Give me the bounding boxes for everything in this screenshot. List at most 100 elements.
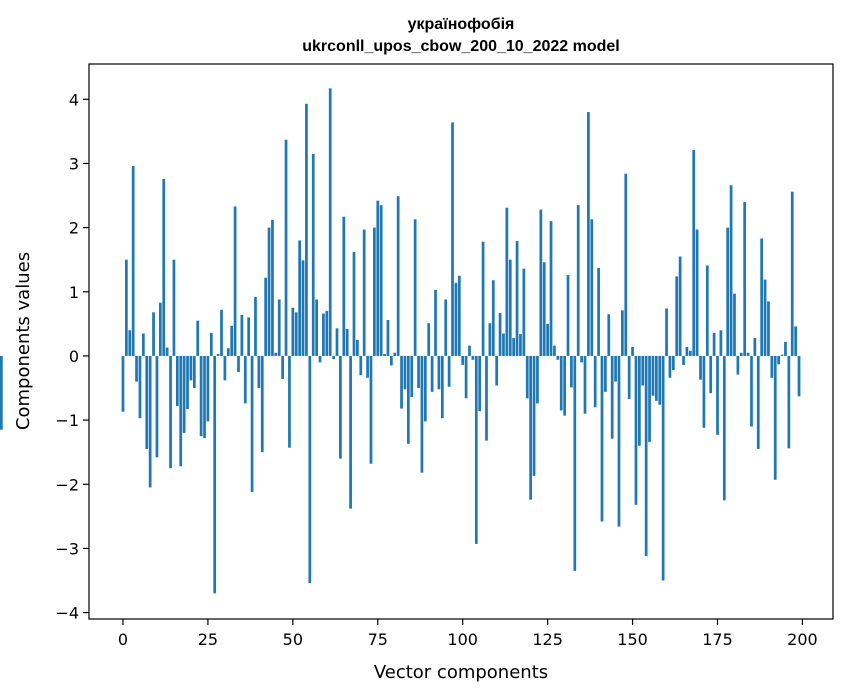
bar-82 bbox=[400, 355, 403, 409]
bar-164 bbox=[678, 256, 682, 356]
bar-153 bbox=[641, 355, 645, 386]
bar-83 bbox=[403, 355, 407, 390]
bar-57 bbox=[315, 299, 318, 356]
bar-145 bbox=[614, 355, 617, 382]
bar-9 bbox=[152, 312, 155, 356]
bar-52 bbox=[298, 240, 301, 356]
bar-89 bbox=[423, 355, 427, 422]
bar-16 bbox=[175, 355, 179, 406]
bar-192 bbox=[773, 355, 777, 480]
bar-23 bbox=[199, 355, 203, 437]
bar-162 bbox=[671, 355, 675, 371]
bar-116 bbox=[515, 241, 519, 356]
bar-43 bbox=[267, 227, 271, 356]
bar-4 bbox=[135, 355, 138, 382]
bar-56 bbox=[311, 153, 315, 356]
bar-151 bbox=[634, 355, 638, 505]
y-tick-label: 3 bbox=[69, 154, 79, 173]
bar-53 bbox=[301, 260, 305, 356]
bar-29 bbox=[220, 309, 223, 356]
bar-160 bbox=[665, 308, 668, 356]
bar-155 bbox=[648, 355, 651, 442]
bar-31 bbox=[226, 348, 230, 356]
bar-101 bbox=[464, 355, 468, 399]
bar-141 bbox=[600, 355, 604, 522]
bar-179 bbox=[729, 185, 733, 356]
bar-176 bbox=[719, 330, 723, 356]
bar-178 bbox=[726, 227, 730, 356]
bar-36 bbox=[243, 355, 247, 404]
x-tick-label: 25 bbox=[198, 630, 218, 649]
bar-24 bbox=[203, 355, 206, 439]
bar-187 bbox=[756, 355, 760, 449]
bar-175 bbox=[716, 355, 719, 435]
bar-146 bbox=[617, 355, 621, 527]
bar-0 bbox=[121, 355, 125, 412]
bar-21 bbox=[192, 355, 196, 389]
bar-15 bbox=[172, 259, 176, 356]
bar-1 bbox=[125, 259, 128, 356]
bar-98 bbox=[454, 282, 458, 356]
bar-105 bbox=[478, 355, 482, 412]
bar-19 bbox=[186, 355, 189, 410]
bar-177 bbox=[722, 355, 726, 501]
bar-136 bbox=[583, 355, 587, 414]
bar-135 bbox=[580, 355, 583, 363]
bar-195 bbox=[784, 341, 787, 356]
bar-154 bbox=[644, 355, 648, 557]
bar-87 bbox=[417, 355, 420, 389]
bar-60 bbox=[325, 311, 329, 356]
x-tick-label: 200 bbox=[787, 630, 818, 649]
bar-6 bbox=[142, 333, 145, 356]
bar-5 bbox=[138, 355, 142, 419]
bar-159 bbox=[661, 355, 665, 581]
bar-128 bbox=[556, 355, 560, 360]
bar-191 bbox=[770, 355, 774, 378]
bar-2 bbox=[128, 330, 132, 356]
bar-172 bbox=[705, 265, 709, 356]
bar-126 bbox=[549, 221, 553, 356]
bar-96 bbox=[447, 355, 451, 387]
bar-134 bbox=[576, 205, 580, 356]
bar-117 bbox=[519, 334, 522, 356]
bar-100 bbox=[461, 355, 465, 365]
bar-165 bbox=[682, 355, 685, 365]
x-tick-label: 0 bbox=[118, 630, 128, 649]
bar-37 bbox=[247, 317, 251, 356]
bars-group bbox=[0, 88, 801, 594]
bar-106 bbox=[481, 241, 485, 356]
bar-18 bbox=[182, 355, 186, 433]
bar-102 bbox=[468, 345, 471, 356]
bar-47 bbox=[281, 355, 284, 380]
y-tick-label: 0 bbox=[69, 347, 79, 366]
bar-122 bbox=[536, 355, 539, 404]
bar-111 bbox=[498, 312, 502, 356]
bar-49 bbox=[288, 355, 291, 448]
bar-138 bbox=[590, 219, 594, 356]
bar-185 bbox=[750, 355, 753, 427]
bar-188 bbox=[760, 238, 764, 356]
x-axis-label: Vector components bbox=[374, 662, 548, 683]
bar-133 bbox=[573, 355, 577, 571]
y-tick-label: 4 bbox=[69, 90, 79, 109]
bar-139 bbox=[593, 355, 597, 408]
bar-59 bbox=[322, 313, 325, 356]
bar-84 bbox=[406, 355, 410, 444]
bar-97 bbox=[451, 122, 454, 356]
bar-158 bbox=[658, 355, 662, 405]
bar-92 bbox=[434, 289, 437, 356]
bar-80 bbox=[393, 352, 397, 356]
bar-189 bbox=[763, 279, 767, 356]
bar-54 bbox=[305, 103, 308, 356]
bar-45 bbox=[274, 352, 278, 356]
bar-157 bbox=[654, 355, 658, 401]
bar-173 bbox=[709, 355, 713, 394]
bar-7 bbox=[145, 355, 149, 449]
x-axis-ticks: 0 25 50 75 100 125 150 175 200 bbox=[118, 619, 818, 649]
y-tick-label: −3 bbox=[55, 539, 79, 558]
bar-38 bbox=[250, 355, 254, 492]
bar-62 bbox=[332, 355, 335, 360]
x-tick-label: 125 bbox=[532, 630, 563, 649]
